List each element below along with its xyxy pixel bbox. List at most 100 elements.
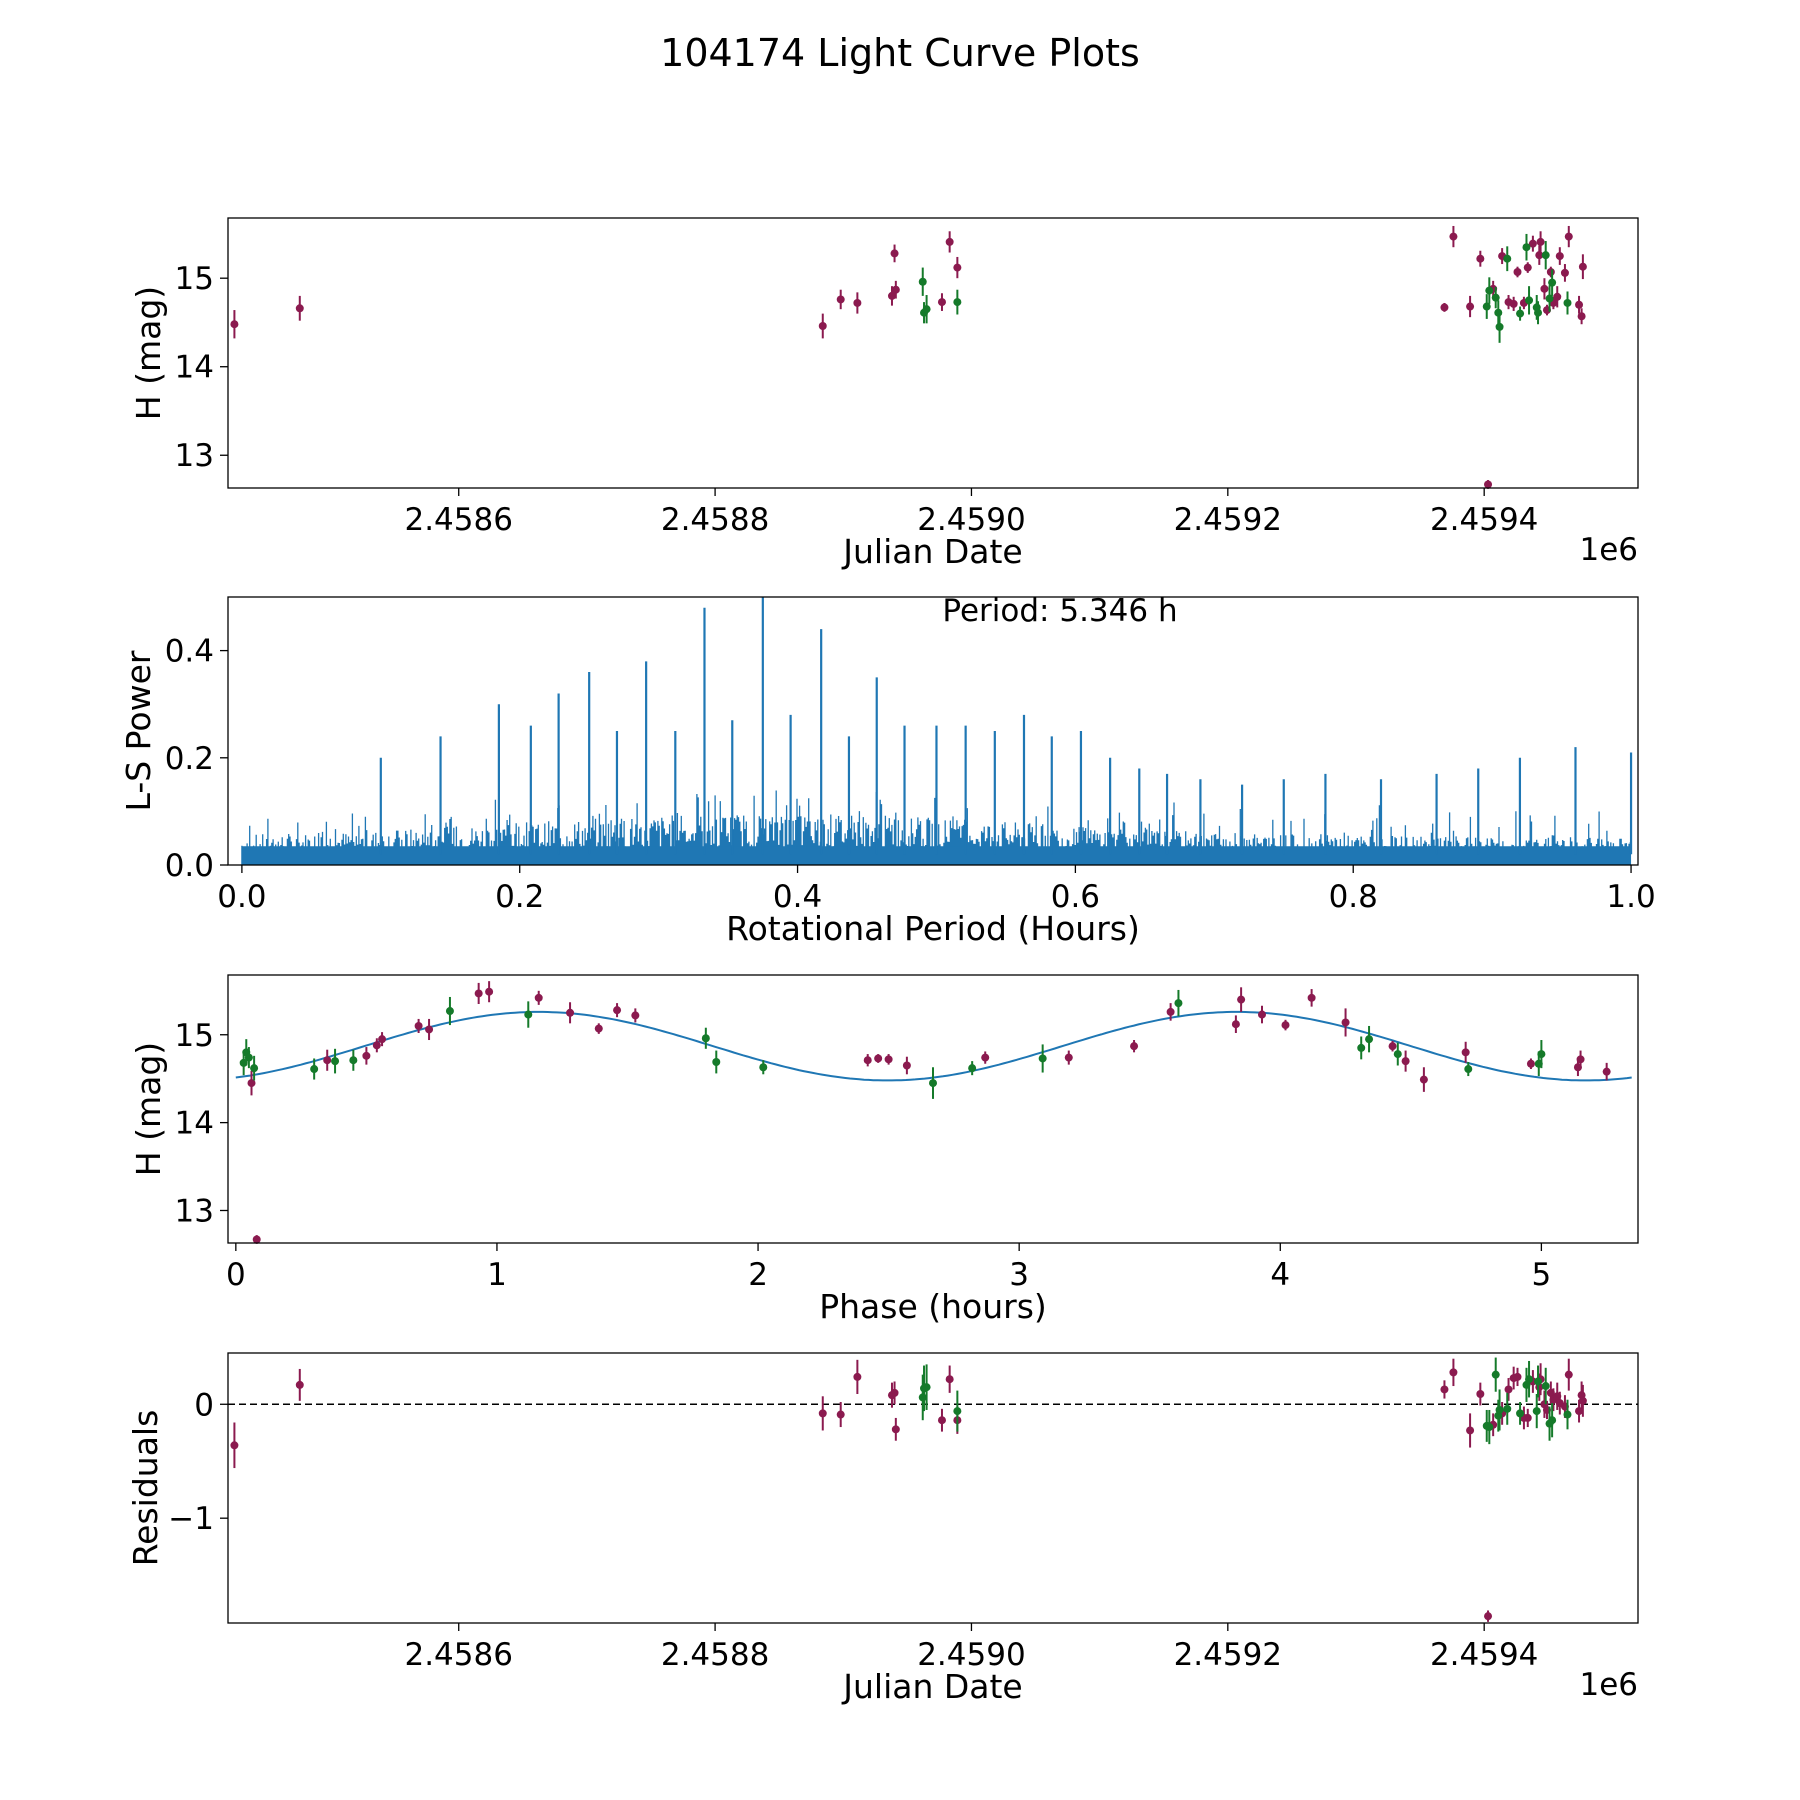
phased-point-r [874, 1054, 883, 1063]
residual-point-r [1440, 1385, 1449, 1394]
residual-point-g [918, 1393, 927, 1402]
raw-xtick-label: 2.4588 [661, 502, 769, 538]
raw-point-r [1484, 480, 1493, 489]
phased-point-r [1526, 1059, 1535, 1068]
periodogram-ticks: 0.0 0.2 0.4 0.6 0.8 1.0 0.0 0.2 0.4 [165, 634, 1656, 915]
phased-point-g [929, 1079, 937, 1088]
residual-point-g [1495, 1405, 1504, 1414]
residual-point-r [1466, 1426, 1475, 1435]
phased-ticks: 0 1 2 3 4 5 13 14 15 [175, 1018, 1552, 1293]
phased-xtick-label: 1 [487, 1257, 507, 1293]
raw-point-g [1491, 293, 1500, 302]
period-annotation: Period: 5.346 h [942, 593, 1177, 629]
residuals-xtick-label: 2.4594 [1430, 1637, 1538, 1673]
residuals-xtick-label: 2.4588 [661, 1637, 769, 1673]
phased-point-r [902, 1061, 911, 1070]
periodogram-xlabel: Rotational Period (Hours) [726, 909, 1140, 948]
raw-point-r [1553, 292, 1562, 301]
raw-point-g [918, 277, 927, 286]
raw-point-r [1577, 312, 1586, 321]
phased-point-g [1537, 1050, 1546, 1059]
residual-point-g [1503, 1404, 1512, 1413]
phased-point-r [1401, 1057, 1410, 1066]
raw-point-g [1516, 309, 1525, 318]
residual-point-g [1491, 1370, 1500, 1379]
phased-point-r [594, 1024, 603, 1033]
raw-point-r [891, 285, 900, 294]
phased-point-g [701, 1034, 710, 1043]
residual-point-r [1575, 1407, 1584, 1416]
residual-point-r [945, 1375, 954, 1384]
phased-point-r [1231, 1020, 1240, 1029]
phased-point-r [1602, 1067, 1611, 1076]
residuals-ticks: 2.4586 2.4588 2.4590 2.4592 2.4594 −1 0 [168, 1387, 1538, 1673]
raw-ylabel: H (mag) [129, 286, 168, 420]
raw-point-r [1535, 251, 1544, 260]
phased-point-r [1419, 1075, 1428, 1084]
raw-ticks: 2.4586 2.4588 2.4590 2.4592 2.4594 13 14 15 [175, 261, 1539, 538]
raw-xtick-label: 2.4592 [1174, 502, 1282, 538]
raw-point-r [1513, 268, 1522, 276]
phased-xtick-label: 4 [1270, 1257, 1290, 1293]
phased-point-g [1357, 1043, 1366, 1052]
raw-point-r [853, 298, 862, 307]
phased-point-r [1341, 1018, 1350, 1027]
residual-point-g [1525, 1375, 1534, 1384]
residual-point-r [853, 1372, 862, 1381]
residual-point-g [1548, 1416, 1557, 1425]
phased-xtick-label: 5 [1532, 1257, 1552, 1293]
phased-point-r [1281, 1021, 1290, 1030]
phased-ytick-label: 13 [175, 1193, 214, 1229]
phased-xtick-label: 3 [1009, 1257, 1029, 1293]
residual-point-r [1513, 1372, 1522, 1381]
phased-point-g [524, 1010, 533, 1019]
phased-axes-frame [227, 974, 1639, 1244]
raw-xtick-label: 2.4590 [917, 502, 1025, 538]
raw-point-g [1525, 296, 1534, 305]
periodogram-xtick-label: 0.0 [217, 879, 266, 915]
raw-point-g [1522, 243, 1531, 252]
phased-point-g [968, 1064, 977, 1073]
raw-point-r [1528, 239, 1537, 248]
phased-point-r [1576, 1055, 1585, 1064]
phased-point-r [372, 1041, 381, 1050]
residual-point-r [295, 1380, 304, 1389]
residuals-offset-label: 1e6 [1579, 1667, 1638, 1703]
raw-point-r [1440, 303, 1449, 312]
phased-point-r [362, 1051, 371, 1060]
residual-point-r [937, 1416, 946, 1425]
raw-axes-frame [227, 217, 1639, 489]
periodogram-ytick-label: 0.2 [165, 741, 214, 777]
phased-point-r [1258, 1010, 1266, 1019]
phased-xtick-label: 2 [748, 1257, 768, 1293]
phased-point-g [712, 1057, 721, 1066]
residuals-xtick-label: 2.4586 [404, 1637, 512, 1673]
raw-point-g [1541, 251, 1550, 260]
residual-point-g [1532, 1407, 1541, 1416]
phased-point-r [1064, 1053, 1073, 1062]
raw-xtick-label: 2.4594 [1430, 502, 1538, 538]
phased-point-g [1464, 1065, 1473, 1074]
raw-point-r [818, 322, 827, 330]
periodogram-peaks [379, 597, 1633, 855]
phased-point-r [378, 1035, 387, 1044]
residuals-ytick-label: 0 [194, 1387, 214, 1423]
residual-points [230, 1357, 1587, 1622]
phased-point-r [1388, 1042, 1397, 1051]
periodogram-ytick-label: 0.0 [165, 848, 214, 884]
raw-point-g [1485, 286, 1494, 295]
raw-point-g [1482, 302, 1491, 311]
raw-point-r [1466, 302, 1475, 311]
residual-point-r [1449, 1368, 1458, 1377]
raw-point-g [922, 305, 931, 314]
raw-point-g [1494, 308, 1503, 317]
phased-point-g [1393, 1050, 1402, 1059]
phased-point-r [425, 1025, 434, 1034]
phased-point-r [247, 1079, 256, 1088]
periodogram-ylabel: L-S Power [119, 650, 158, 811]
phased-xtick-label: 0 [226, 1257, 246, 1293]
phased-point-r [981, 1053, 990, 1062]
phased-point-g [445, 1007, 454, 1016]
residuals-xtick-label: 2.4590 [917, 1637, 1025, 1673]
